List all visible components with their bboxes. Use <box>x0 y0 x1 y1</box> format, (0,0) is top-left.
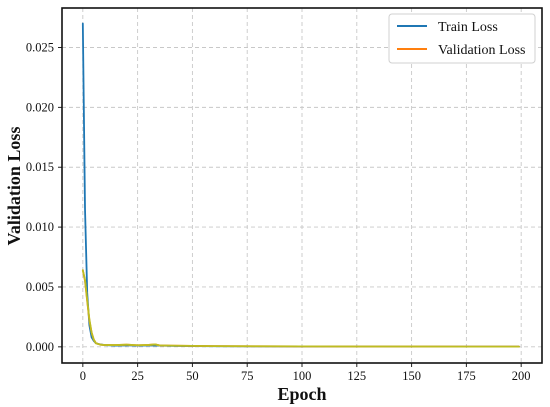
axis-ticks: 0 25 50 75 100 125 150 175 200 0.000 0.005 0.010 0.0… <box>26 41 531 383</box>
legend-label-train-loss: Train Loss <box>438 20 498 35</box>
x-axis-title: Epoch <box>277 384 326 404</box>
x-tick-label: 50 <box>186 369 199 383</box>
y-tick-label: 0.015 <box>26 160 54 174</box>
legend: Train Loss Validation Loss <box>388 13 536 64</box>
x-tick-label: 125 <box>347 369 366 383</box>
x-tick-label: 100 <box>293 369 312 383</box>
series-2-line <box>81 269 520 348</box>
y-tick-label: 0.020 <box>26 100 54 114</box>
legend-label-validation-loss: Validation Loss <box>438 43 526 58</box>
y-axis-title: Validation Loss <box>4 127 24 246</box>
x-tick-label: 200 <box>512 369 531 383</box>
x-tick-label: 75 <box>241 369 254 383</box>
y-tick-label: 0.000 <box>26 340 54 354</box>
x-tick-label: 0 <box>80 369 86 383</box>
plot-frame <box>61 7 543 364</box>
series-layer <box>81 22 520 348</box>
validation-loss-line <box>81 269 520 348</box>
x-tick-label: 150 <box>402 369 421 383</box>
train-loss-line <box>81 22 520 348</box>
x-tick-label: 25 <box>131 369 144 383</box>
x-tick-label: 175 <box>457 369 476 383</box>
y-tick-label: 0.025 <box>26 41 54 55</box>
y-tick-label: 0.010 <box>26 220 54 234</box>
grid <box>62 8 542 363</box>
y-tick-label: 0.005 <box>26 280 54 294</box>
